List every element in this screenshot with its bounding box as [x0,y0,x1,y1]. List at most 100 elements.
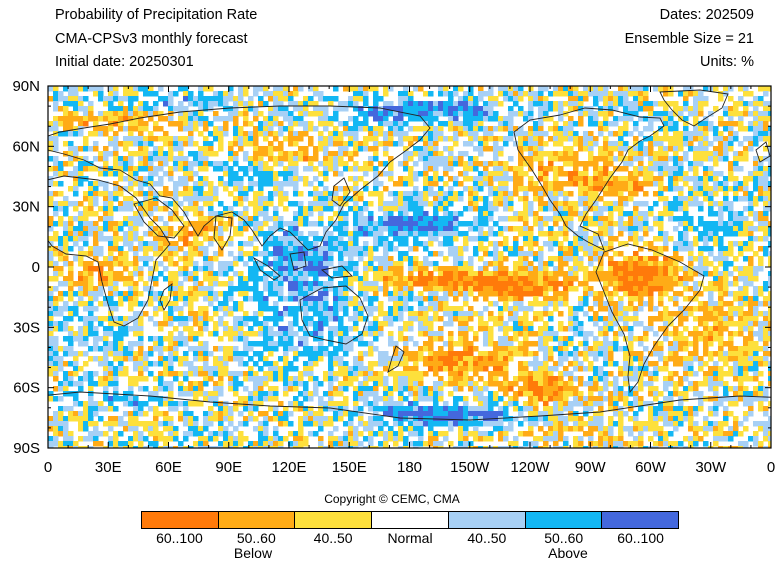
field-cell [423,216,429,222]
field-cell [763,296,769,302]
field-cell [473,286,479,292]
field-cell [633,171,639,177]
field-cell [648,116,654,122]
field-cell [358,126,364,132]
field-cell [613,206,619,212]
field-cell [538,151,544,157]
field-cell [643,301,649,307]
field-cell [698,291,704,297]
field-cell [113,106,119,112]
field-cell [88,181,94,187]
field-cell [683,266,689,272]
field-cell [108,246,114,252]
field-cell [158,261,164,267]
field-cell [573,261,579,267]
field-cell [93,116,99,122]
field-cell [483,221,489,227]
field-cell [578,186,584,192]
field-cell [678,206,684,212]
field-cell [98,246,104,252]
field-cell [238,221,244,227]
field-cell [293,311,299,317]
field-cell [358,306,364,312]
field-cell [443,221,449,227]
field-cell [393,286,399,292]
field-cell [663,136,669,142]
field-cell [83,271,89,277]
field-cell [93,226,99,232]
field-cell [233,286,239,292]
field-cell [443,321,449,327]
field-cell [558,311,564,317]
field-cell [53,231,59,237]
field-cell [278,131,284,137]
field-cell [453,276,459,282]
field-cell [398,261,404,267]
field-cell [83,211,89,217]
field-cell [153,281,159,287]
field-cell [413,116,419,122]
field-cell [473,181,479,187]
field-cell [583,96,589,102]
field-cell [513,86,519,92]
field-cell [158,96,164,102]
field-cell [693,131,699,137]
field-cell [108,126,114,132]
field-cell [488,211,494,217]
field-cell [203,256,209,262]
field-cell [188,306,194,312]
field-cell [198,306,204,312]
field-cell [178,121,184,127]
field-cell [398,231,404,237]
field-cell [318,181,324,187]
field-cell [658,146,664,152]
field-cell [313,251,319,257]
field-cell [413,256,419,262]
field-cell [128,186,134,192]
field-cell [608,201,614,207]
field-cell [373,316,379,322]
field-cell [428,91,434,97]
field-cell [363,116,369,122]
field-cell [568,271,574,277]
field-cell [208,191,214,197]
field-cell [288,131,294,137]
field-cell [128,281,134,287]
field-cell [128,96,134,102]
field-cell [413,86,419,92]
field-cell [383,151,389,157]
field-cell [503,171,509,177]
field-cell [538,246,544,252]
field-cell [133,281,139,287]
field-cell [158,126,164,132]
field-cell [473,101,479,107]
field-cell [498,166,504,172]
field-cell [628,236,634,242]
field-cell [203,196,209,202]
field-cell [193,251,199,257]
field-cell [768,126,771,132]
field-cell [458,291,464,297]
field-cell [503,241,509,247]
field-cell [523,256,529,262]
field-cell [378,311,384,317]
field-cell [138,191,144,197]
field-cell [633,106,639,112]
field-cell [283,296,289,302]
field-cell [578,201,584,207]
field-cell [298,246,304,252]
field-cell [703,176,709,182]
field-cell [543,171,549,177]
field-cell [433,181,439,187]
field-cell [108,151,114,157]
field-cell [58,181,64,187]
field-cell [253,171,259,177]
field-cell [723,286,729,292]
field-cell [603,241,609,247]
field-cell [163,296,169,302]
field-cell [318,211,324,217]
field-cell [313,156,319,162]
field-cell [618,311,624,317]
field-cell [93,131,99,137]
field-cell [368,86,374,92]
